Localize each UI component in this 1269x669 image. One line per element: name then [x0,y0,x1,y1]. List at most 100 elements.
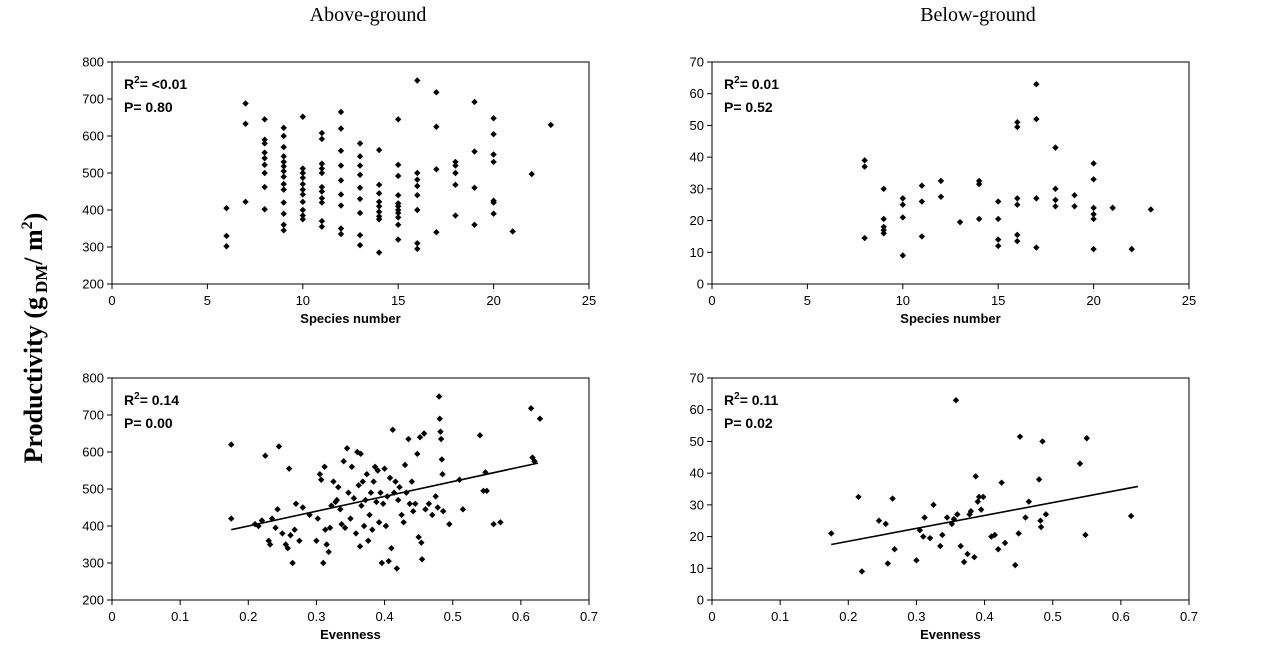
x-tick-label: 0.3 [307,609,325,624]
data-point [956,218,964,226]
x-tick-label: 15 [391,293,405,308]
data-point [396,483,403,491]
data-point [1025,498,1033,505]
data-point [280,210,287,217]
data-point [261,183,268,191]
data-point [480,487,487,495]
data-point [261,206,268,213]
data-point [299,165,306,172]
y-tick-label: 40 [690,466,704,481]
data-point [356,184,364,191]
data-point [272,524,279,532]
y-tick-label: 700 [82,408,104,423]
data-point [991,531,998,539]
data-point [318,183,326,191]
chart-below-evenness: 0 10 20 30 40 50 60 70 0 0.1 0.2 0.3 0.4 0.5 0.6 0.7 Eve… [660,368,1260,668]
data-point [266,541,274,548]
chart-above-species: 200 300 400 500 600 700 800 0 5 10 15 20 25 Species n… [60,52,660,352]
p-value-annotation: P= 0.52 [724,99,773,115]
data-point [279,530,286,537]
y-tick-label: 70 [690,55,704,70]
y-axis-label-text: Productivity (gDM/ m2) [19,213,51,464]
data-point [434,504,441,511]
data-point [367,489,375,496]
data-point [375,249,383,256]
data-point [375,208,383,216]
data-point [1037,523,1045,531]
data-point [490,520,497,528]
data-point [1014,123,1021,131]
data-point [1042,511,1050,518]
x-axis-title: Species number [300,311,400,326]
y-tick-label: 30 [690,181,704,196]
data-point [1014,201,1021,208]
data-point [1039,438,1046,445]
data-point [1014,237,1021,245]
x-tick-label: 0.6 [512,609,530,624]
data-point [861,234,868,242]
data-point [401,461,409,469]
data-point [1033,115,1040,123]
data-point [345,489,352,496]
data-point [287,532,294,539]
data-point [356,231,364,239]
x-tick-label: 0.4 [376,609,394,624]
data-point [280,221,287,228]
data-point [971,553,978,561]
data-point [375,203,383,210]
data-point [318,217,326,225]
x-tick-label: 0.1 [771,609,789,624]
data-point [318,199,326,206]
data-point [242,198,249,206]
y-tick-label: 50 [690,434,704,449]
x-axis-title: Evenness [920,627,981,642]
data-point [314,515,321,522]
data-point [1090,245,1097,253]
data-point [855,493,862,501]
data-point [363,471,371,478]
data-point [1082,531,1089,539]
data-point [395,192,402,199]
data-point [328,502,335,509]
data-point [1015,530,1022,537]
data-point [1033,195,1040,202]
data-point [972,473,979,480]
x-tick-label: 10 [896,293,910,308]
data-point [456,476,463,483]
data-point [414,169,421,177]
data-point [313,537,320,544]
chart-svg-below-evenness: 0 10 20 30 40 50 60 70 0 0.1 0.2 0.3 0.4 0.5 0.6 0.7 Eve… [690,371,1199,643]
data-point [280,173,287,180]
data-point [375,181,383,189]
y-axis-label: Productivity (gDM/ m2) [0,0,60,664]
data-point [330,478,337,485]
data-point [1033,81,1040,88]
data-point [995,215,1002,223]
data-point [321,463,328,470]
data-point [400,519,407,526]
data-point [282,541,289,548]
data-point [882,520,889,528]
data-point [356,140,364,147]
data-point [880,185,887,193]
data-point [395,172,402,180]
data-point [1016,433,1024,440]
data-point [365,537,372,544]
data-point [274,506,281,513]
x-axis-title: Evenness [320,627,381,642]
data-point [446,520,453,528]
x-tick-label: 0.2 [839,609,857,624]
data-point [398,511,405,519]
column-title-below-ground: Below-ground [920,4,1036,26]
data-point [899,252,906,259]
data-point [360,522,368,530]
data-point [299,212,306,219]
data-point [920,533,927,540]
data-point [425,500,433,507]
data-point [1052,144,1059,151]
data-point [414,245,421,253]
data-point [529,454,536,461]
data-point [858,568,866,575]
data-point [356,543,364,550]
x-tick-label: 0 [108,609,115,624]
